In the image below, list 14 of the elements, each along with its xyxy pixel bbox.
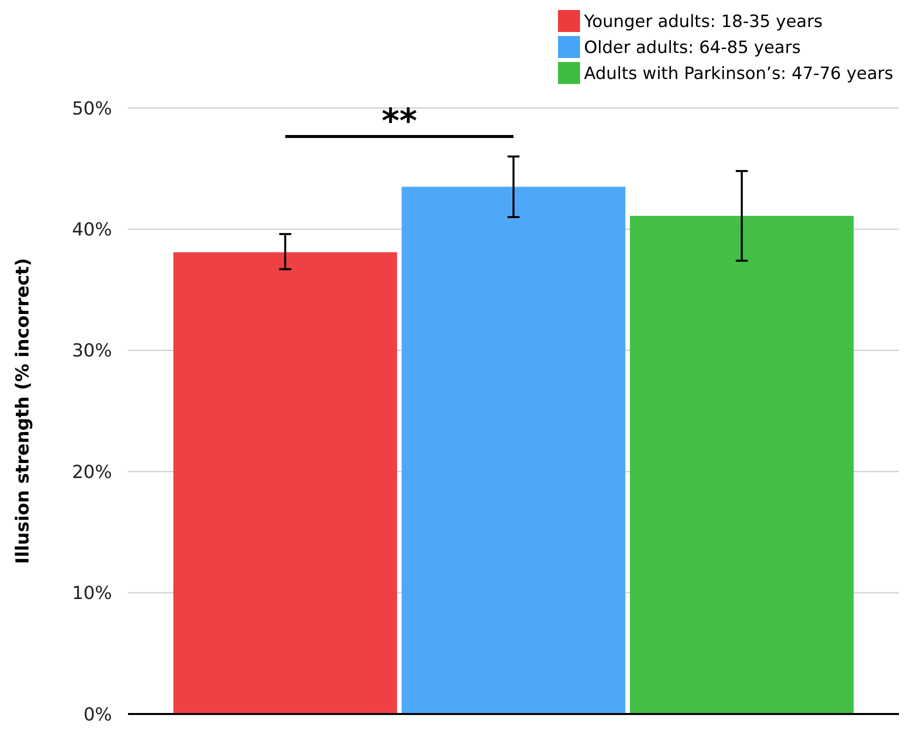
y-tick-label: 30% [72,340,112,362]
y-tick-label: 10% [72,583,112,604]
annotation: ** [382,101,418,142]
y-tick-label: 40% [72,220,112,240]
bar [630,216,854,714]
bar [173,252,398,714]
legend-label: Adults with Parkinson’s: 47-76 years [584,64,894,84]
y-axis-title: Illusion strength (% incorrect) [12,258,34,564]
y-tick-label: 50% [72,98,112,120]
y-tick-label: 20% [72,462,112,483]
legend-label: Younger adults: 18-35 years [583,12,823,32]
y-tick-label: 0% [83,704,112,726]
legend-label: Older adults: 64-85 years [584,38,801,58]
bar [402,186,626,714]
